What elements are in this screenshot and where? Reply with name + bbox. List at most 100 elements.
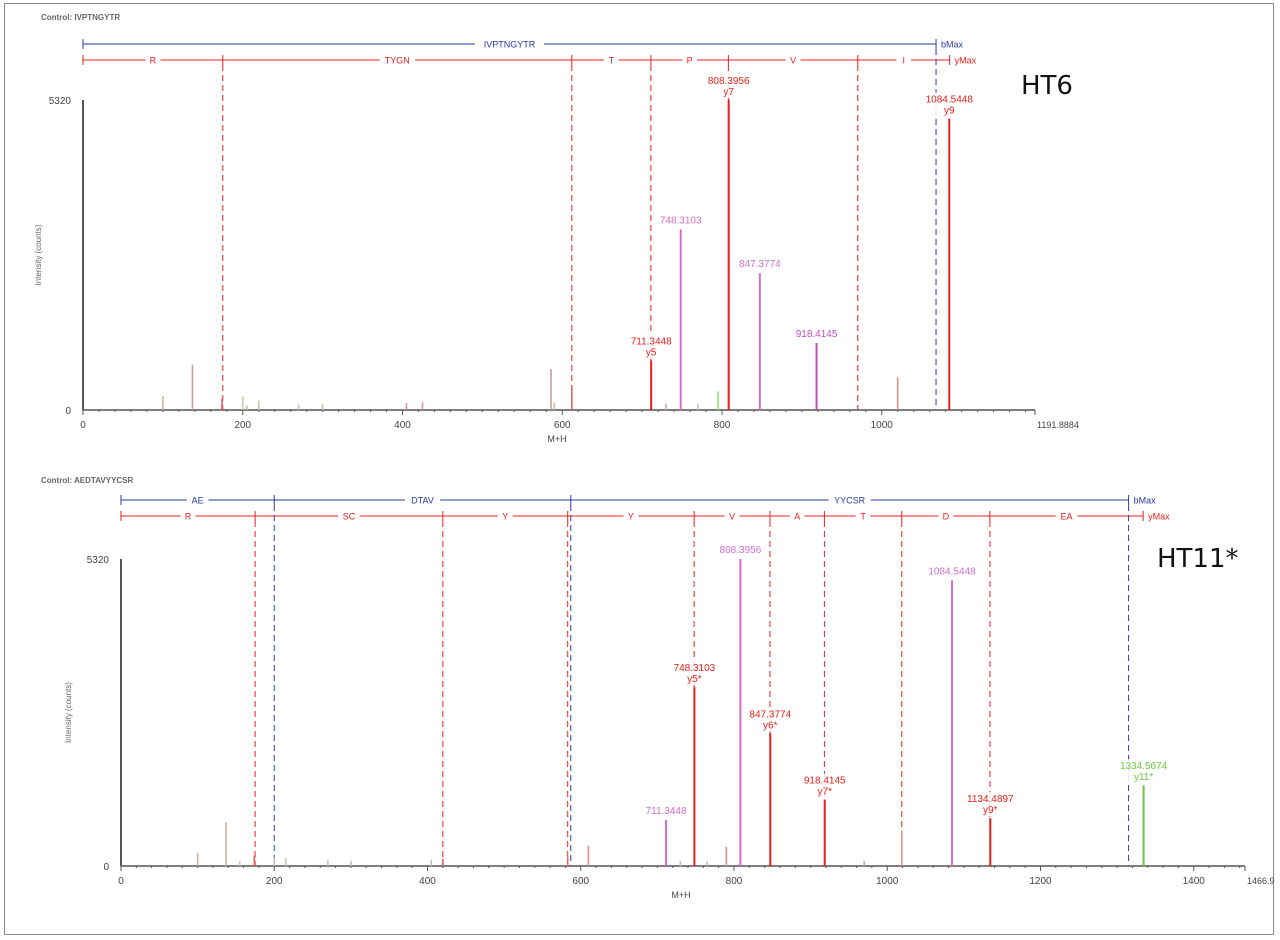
- peak-mz-label: 1084.5448: [926, 95, 974, 106]
- x-tick-label: 600: [554, 420, 571, 431]
- y-ion-label-bg: [682, 54, 698, 66]
- peak-ion-label: y5: [646, 347, 657, 358]
- peak-label-bg: [733, 257, 786, 271]
- y-ion-label-bg: [379, 54, 415, 66]
- x-tick-label: 200: [234, 420, 251, 431]
- x-tick-label: 1200: [1029, 876, 1052, 887]
- sample-label: HT11*: [1157, 544, 1239, 574]
- peak-mz-label: 711.3448: [646, 806, 687, 817]
- x-max-tick-label: 1191.8884: [1037, 420, 1079, 430]
- y-ion-segment-label: D: [943, 512, 950, 522]
- spectra-figure: Control: IVPTNGYTR HT6 IVPTNGYTR bMax R TYGN T…: [34, 13, 1275, 900]
- x-tick-label: 1000: [871, 420, 894, 431]
- y-ion-segment-label: EA: [1061, 512, 1073, 522]
- y-max-label: yMax: [1148, 512, 1170, 522]
- peak-mz-label: 808.3956: [708, 76, 750, 87]
- b-ion-label-bg: [404, 494, 441, 506]
- y-ion-label-bg: [855, 510, 871, 522]
- panel-title: Control: IVPTNGYTR: [41, 13, 120, 22]
- y-axis-label: Intensity (counts): [64, 682, 73, 743]
- peak-label-bg: [625, 334, 678, 359]
- peak-label-bg: [923, 92, 976, 117]
- y-ion-segment-label: R: [150, 56, 157, 66]
- peak-mz-label: 711.3448: [631, 336, 672, 347]
- y-ion-label-bg: [724, 510, 740, 522]
- x-tick-label: 600: [572, 876, 589, 887]
- y-ion-segment-label: V: [729, 512, 735, 522]
- y-tick-label: 0: [103, 862, 109, 873]
- x-tick-label: 400: [419, 876, 436, 887]
- peak-ion-label: y5*: [687, 674, 702, 685]
- peak-label-bg: [790, 326, 843, 340]
- peak-label-bg: [654, 213, 707, 227]
- peak-mz-label: 808.3956: [720, 545, 762, 556]
- peak-mz-label: 1134.4897: [967, 794, 1014, 805]
- x-axis-label: M+H: [671, 890, 690, 900]
- peak-label-bg: [714, 543, 767, 556]
- y-ion-label-bg: [896, 54, 912, 66]
- peak-ion-label: y7*: [817, 787, 832, 798]
- x-tick-label: 800: [726, 876, 743, 887]
- peak-label-bg: [668, 661, 721, 686]
- peak-mz-label: 847.3774: [749, 709, 791, 720]
- x-tick-label: 1000: [876, 876, 899, 887]
- peak-label-bg: [1117, 759, 1170, 784]
- x-tick-label: 0: [80, 420, 86, 431]
- peak-label-bg: [798, 773, 851, 798]
- y-ion-label-bg: [938, 510, 954, 522]
- y-ion-segment-label: Y: [502, 512, 508, 522]
- y-ion-label-bg: [789, 510, 805, 522]
- b-ion-segment-label: DTAV: [411, 496, 434, 506]
- y-max-label: yMax: [955, 56, 977, 66]
- y-ion-label-bg: [603, 54, 619, 66]
- figure-frame: Control: IVPTNGYTR HT6 IVPTNGYTR bMax R TYGN T…: [4, 3, 1275, 935]
- b-ion-label-bg: [828, 494, 871, 506]
- x-tick-label: 400: [394, 420, 411, 431]
- x-tick-label: 1400: [1183, 876, 1206, 887]
- y-tick-label: 5320: [49, 96, 72, 107]
- y-ion-label-bg: [338, 510, 360, 522]
- y-ion-segment-label: I: [902, 56, 905, 66]
- y-ion-segment-label: R: [185, 512, 192, 522]
- peak-label-bg: [964, 792, 1017, 817]
- y-ion-label-bg: [1055, 510, 1078, 522]
- y-ion-segment-label: Y: [628, 512, 634, 522]
- peak-ion-label: y11*: [1134, 772, 1153, 783]
- peak-mz-label: 748.3103: [674, 663, 716, 674]
- b-ion-label-bg: [474, 38, 545, 50]
- peak-label-bg: [640, 803, 693, 817]
- b-ion-segment-label: AE: [192, 496, 204, 506]
- b-max-label: bMax: [1134, 496, 1157, 506]
- peak-label-bg: [926, 564, 979, 578]
- y-axis-label: Intensity (counts): [34, 224, 43, 285]
- y-ion-segment-label: A: [794, 512, 800, 522]
- peak-mz-label: 1084.5448: [928, 566, 976, 577]
- y-ion-segment-label: SC: [343, 512, 356, 522]
- peak-mz-label: 918.4145: [796, 329, 838, 340]
- y-ion-label-bg: [623, 510, 639, 522]
- x-tick-label: 200: [266, 876, 283, 887]
- peak-label-bg: [744, 707, 797, 732]
- b-ion-segment-label: IVPTNGYTR: [484, 40, 536, 50]
- y-ion-label-bg: [180, 510, 196, 522]
- peak-mz-label: 918.4145: [804, 776, 846, 787]
- y-ion-label-bg: [145, 54, 161, 66]
- y-ion-segment-label: T: [860, 512, 866, 522]
- y-tick-label: 5320: [87, 555, 110, 566]
- peak-ion-label: y9: [944, 106, 955, 117]
- y-ion-segment-label: T: [609, 56, 615, 66]
- y-ion-label-bg: [497, 510, 513, 522]
- b-ion-label-bg: [186, 494, 209, 506]
- peak-mz-label: 748.3103: [660, 215, 702, 226]
- x-tick-label: 800: [714, 420, 731, 431]
- x-tick-label: 0: [118, 876, 124, 887]
- y-ion-segment-label: V: [790, 56, 796, 66]
- x-axis-label: M+H: [547, 434, 566, 444]
- panel-title: Control: AEDTAVYYCSR: [41, 476, 134, 485]
- peak-ion-label: y9*: [983, 805, 998, 816]
- sample-label: HT6: [1021, 71, 1073, 101]
- peak-ion-label: y7: [723, 87, 734, 98]
- peak-mz-label: 1334.5674: [1120, 761, 1168, 772]
- b-ion-segment-label: YYCSR: [834, 496, 866, 506]
- y-ion-segment-label: P: [687, 56, 693, 66]
